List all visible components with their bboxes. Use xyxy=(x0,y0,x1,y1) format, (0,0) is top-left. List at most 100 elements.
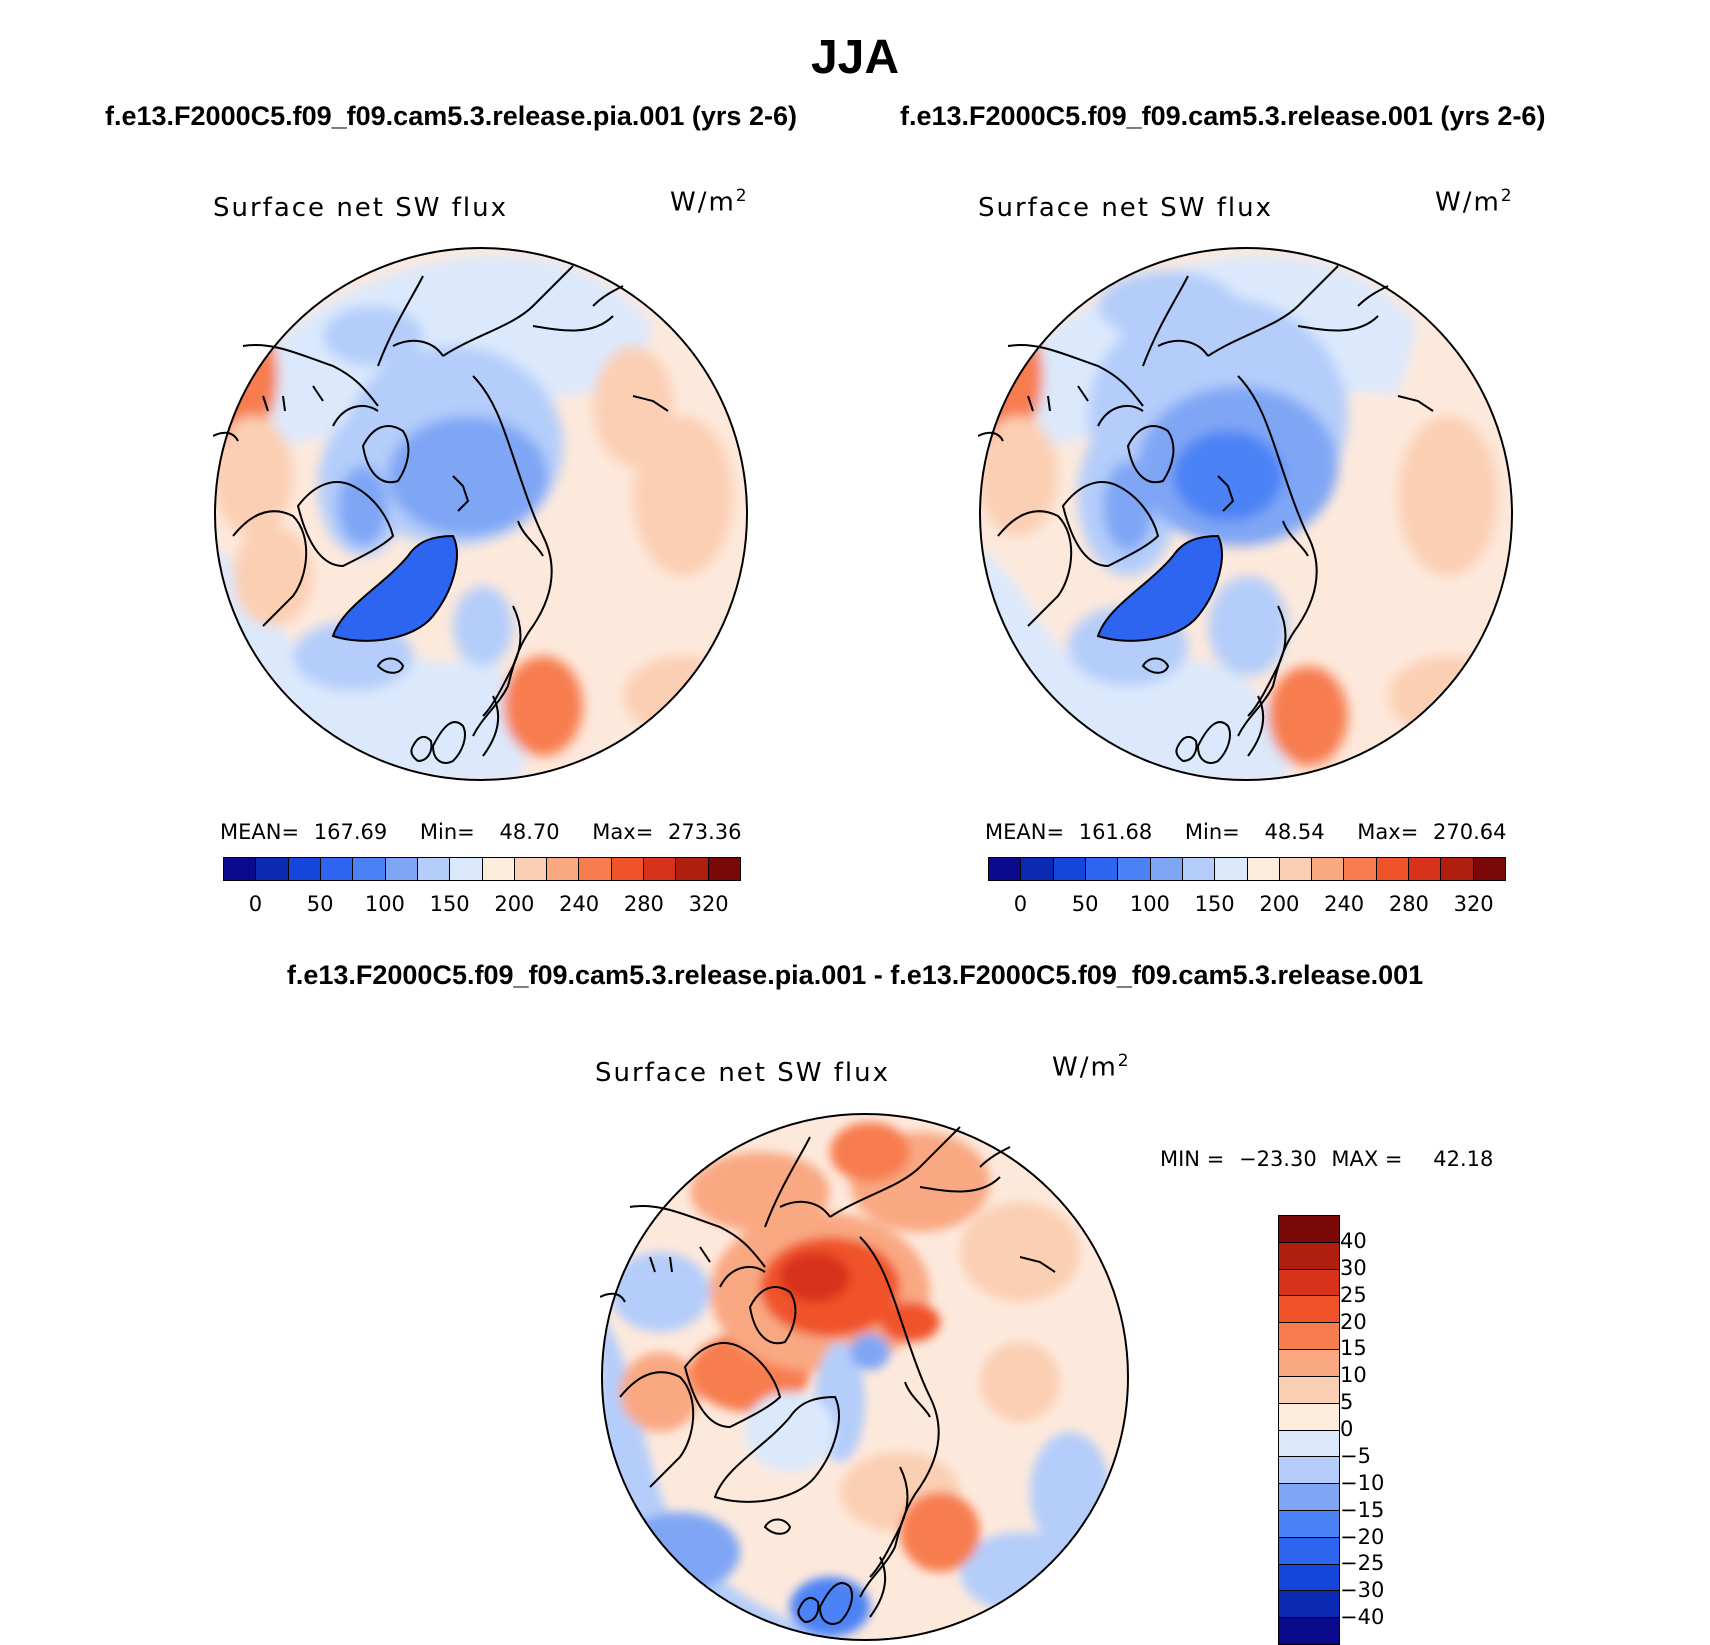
colorbar-swatch xyxy=(1279,1457,1339,1485)
colorbar-tick-label: 5 xyxy=(1340,1390,1354,1415)
colorbar-swatch xyxy=(1279,1269,1339,1297)
panel-b-stats: MEAN= 161.68 Min= 48.54 Max= 270.64 xyxy=(985,820,1506,844)
colorbar-tick-label: 50 xyxy=(1071,892,1099,916)
panel-a-mean-label: MEAN= xyxy=(220,820,300,844)
case-b-title: f.e13.F2000C5.f09_f09.cam5.3.release.001… xyxy=(900,101,1546,131)
diff-coastlines xyxy=(600,1126,1056,1625)
colorbar-swatch xyxy=(676,858,709,880)
colorbar-tick-label: 15 xyxy=(1340,1336,1367,1361)
colorbar-tick-label: 200 xyxy=(494,892,535,916)
colorbar-swatch xyxy=(1182,858,1216,880)
case-a-title: f.e13.F2000C5.f09_f09.cam5.3.release.pia… xyxy=(105,101,797,131)
colorbar-swatch xyxy=(1279,1510,1339,1538)
panel-b-max-label: Max= xyxy=(1357,820,1419,844)
colorbar-swatch xyxy=(256,858,289,880)
colorbar-swatch xyxy=(1344,858,1377,880)
colorbar-swatch xyxy=(1279,1323,1339,1351)
colorbar-swatch xyxy=(385,858,418,880)
colorbar-tick-label: 280 xyxy=(623,892,664,916)
diff-min-label: MIN = xyxy=(1160,1147,1225,1171)
colorbar-tick-label: −5 xyxy=(1340,1443,1371,1468)
colorbar-swatch xyxy=(1247,858,1280,880)
colorbar-swatch xyxy=(1279,1296,1339,1324)
colorbar-swatch xyxy=(1473,858,1505,880)
colorbar-swatch xyxy=(353,858,386,880)
colorbar-swatch xyxy=(1279,858,1313,880)
diff-stats: MIN = −23.30 MAX = 42.18 xyxy=(1160,1147,1493,1171)
colorbar-swatch xyxy=(1053,858,1086,880)
diff-polar-map xyxy=(600,1113,1129,1641)
colorbar-swatch xyxy=(579,858,612,880)
diff-max-label: MAX = xyxy=(1331,1147,1403,1171)
colorbar-swatch xyxy=(1279,1350,1339,1377)
colorbar-tick-label: 30 xyxy=(1340,1255,1367,1280)
colorbar-tick-label: 100 xyxy=(364,892,405,916)
colorbar-tick-label: −30 xyxy=(1340,1578,1385,1603)
panel-a-map-border xyxy=(214,247,748,781)
diff-max-value: 42.18 xyxy=(1433,1147,1494,1171)
panel-b-mean-value: 161.68 xyxy=(1078,820,1153,844)
colorbar-swatch xyxy=(989,858,1022,880)
colorbar-tick-label: 0 xyxy=(248,892,263,916)
colorbar-tick-label: 240 xyxy=(1324,892,1365,916)
colorbar-swatch xyxy=(1279,1537,1339,1565)
colorbar-tick-label: 320 xyxy=(1453,892,1494,916)
panel-b-mean-label: MEAN= xyxy=(985,820,1065,844)
colorbar-tick-label: 150 xyxy=(429,892,470,916)
colorbar-swatch xyxy=(708,858,740,880)
diff-colorbar xyxy=(1278,1215,1340,1645)
colorbar-swatch xyxy=(1085,858,1119,880)
panel-b-polar-map xyxy=(978,247,1513,781)
colorbar-tick-label: 40 xyxy=(1340,1228,1367,1253)
panel-b-min-value: 48.54 xyxy=(1264,820,1325,844)
colorbar-tick-label: 50 xyxy=(306,892,334,916)
colorbar-swatch xyxy=(1376,858,1410,880)
colorbar-swatch xyxy=(1279,1376,1339,1404)
diff-min-value: −23.30 xyxy=(1238,1147,1317,1171)
colorbar-tick-label: 20 xyxy=(1340,1309,1367,1334)
colorbar-swatch xyxy=(482,858,515,880)
figure-title: JJA xyxy=(810,31,900,84)
panel-a-polar-map xyxy=(213,247,748,781)
colorbar-swatch xyxy=(1279,1591,1339,1619)
panel-a-mean-value: 167.69 xyxy=(313,820,388,844)
colorbar-tick-label: 10 xyxy=(1340,1363,1367,1388)
diff-contour-field xyxy=(602,1114,1128,1640)
colorbar-swatch xyxy=(611,858,645,880)
colorbar-tick-label: 240 xyxy=(559,892,600,916)
panel-b-max-value: 270.64 xyxy=(1432,820,1507,844)
colorbar-swatch xyxy=(1279,1216,1339,1243)
colorbar-tick-label: 320 xyxy=(688,892,729,916)
colorbar-tick-label: 0 xyxy=(1340,1417,1354,1441)
colorbar-swatch xyxy=(1279,1618,1339,1644)
colorbar-swatch xyxy=(1279,1484,1339,1511)
colorbar-tick-label: 280 xyxy=(1388,892,1429,916)
diff-variable-label: Surface net SW flux xyxy=(595,1058,890,1088)
colorbar-tick-label: 200 xyxy=(1259,892,1300,916)
colorbar-tick-label: −10 xyxy=(1340,1470,1385,1495)
colorbar-tick-label: −15 xyxy=(1340,1497,1385,1522)
panel-a-max-value: 273.36 xyxy=(667,820,742,844)
colorbar-swatch xyxy=(1312,858,1345,880)
colorbar-swatch xyxy=(1021,858,1054,880)
colorbar-swatch xyxy=(1118,858,1151,880)
colorbar-swatch xyxy=(514,858,548,880)
colorbar-swatch xyxy=(224,858,257,880)
colorbar-swatch xyxy=(450,858,483,880)
panel-b-colorbar xyxy=(988,857,1506,881)
panel-b-map-border xyxy=(979,247,1513,781)
colorbar-swatch xyxy=(1215,858,1248,880)
colorbar-swatch xyxy=(1279,1564,1339,1592)
panel-a-max-label: Max= xyxy=(592,820,654,844)
colorbar-tick-label: 100 xyxy=(1129,892,1170,916)
panel-a-colorbar xyxy=(223,857,741,881)
colorbar-swatch xyxy=(644,858,677,880)
diff-units: W/m2 xyxy=(1052,1051,1131,1083)
colorbar-tick-label: 150 xyxy=(1194,892,1235,916)
panel-a-min-value: 48.70 xyxy=(499,820,560,844)
colorbar-swatch xyxy=(1279,1430,1339,1458)
panel-b-units: W/m2 xyxy=(1435,186,1514,218)
colorbar-swatch xyxy=(417,858,451,880)
colorbar-swatch xyxy=(1279,1403,1339,1431)
colorbar-swatch xyxy=(320,858,354,880)
